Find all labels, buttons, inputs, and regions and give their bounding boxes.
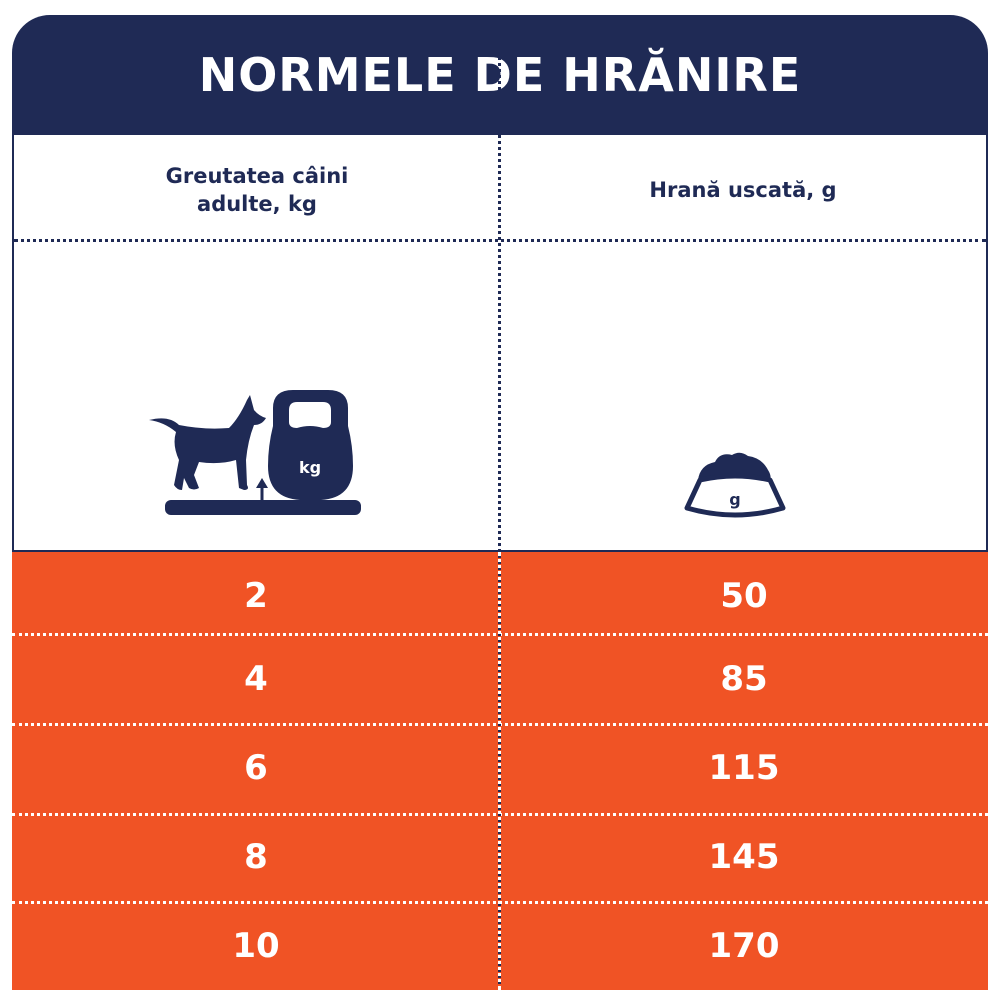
food-cell: 50 <box>720 576 768 616</box>
food-cell: 170 <box>708 926 780 966</box>
g-label: g <box>729 490 740 509</box>
food-cell: 85 <box>720 659 768 699</box>
column-header-food: Hrană uscată, g <box>649 178 837 202</box>
table-row: 2 50 <box>12 552 988 640</box>
feeding-table: NORMELE DE HRĂNIRE Greutatea câini adult… <box>12 15 988 990</box>
food-cell: 145 <box>708 837 780 877</box>
kg-label: kg <box>299 458 321 477</box>
column-header-weight: Greutatea câini adulte, kg <box>165 164 349 216</box>
table-row: 8 145 <box>12 813 988 901</box>
food-cell: 115 <box>708 748 780 788</box>
weight-cell: 2 <box>244 576 268 616</box>
dog-on-scale-with-kettlebell-icon: kg <box>149 390 361 515</box>
weight-cell: 6 <box>244 748 268 788</box>
weight-cell: 10 <box>232 926 280 966</box>
weight-cell: 4 <box>244 659 268 699</box>
column-divider <box>498 15 501 990</box>
table-row: 4 85 <box>12 635 988 723</box>
weight-cell: 8 <box>244 837 268 877</box>
table-row: 10 170 <box>12 902 988 990</box>
food-bowl-icon: g <box>684 452 786 518</box>
column-divider-body <box>498 552 501 990</box>
table-row: 6 115 <box>12 724 988 812</box>
